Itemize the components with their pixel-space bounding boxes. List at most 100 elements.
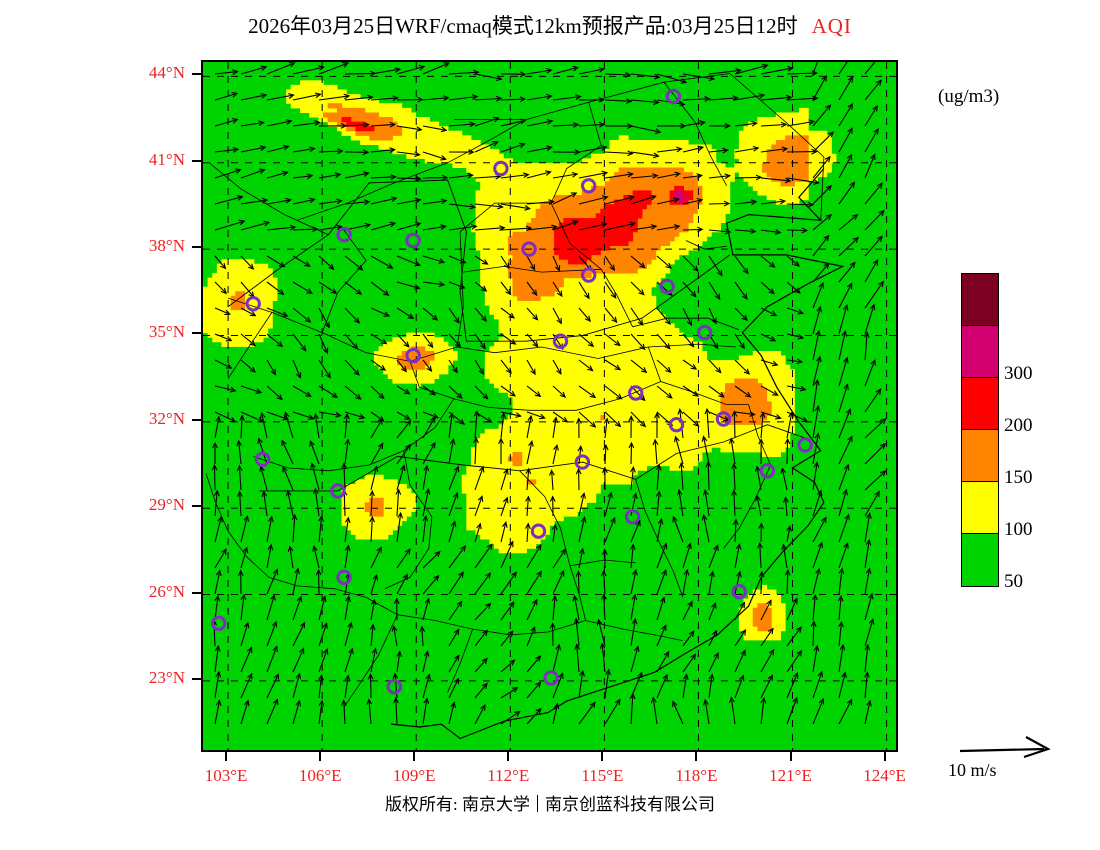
wind-arrow-icon [240,333,256,347]
wind-arrow-icon [396,650,403,673]
city-circle-marker[interactable] [386,679,403,695]
city-circle-marker[interactable] [759,463,776,479]
wind-arrow-icon [729,696,736,725]
wind-arrow-icon [630,465,636,491]
city-circle-marker[interactable] [336,227,352,243]
wind-arrow-icon [500,142,526,153]
wind-arrow-icon [734,174,763,181]
wind-arrow-icon [240,514,250,543]
city-circle-marker[interactable] [530,523,547,539]
city-circle-marker[interactable] [543,670,559,686]
city-circle-marker[interactable] [731,584,747,600]
wind-arrow-icon [630,617,638,647]
wind-arrow-icon [500,203,531,211]
wind-arrow-icon [396,333,410,348]
city-circle-marker[interactable] [581,178,597,194]
wind-arrow-icon [682,95,711,102]
city-circle-marker[interactable] [628,385,644,401]
x-axis-tick [225,752,228,761]
wind-arrow-icon [604,72,632,78]
wind-arrow-icon [422,488,431,517]
wind-arrow-icon [734,333,745,350]
wind-arrow-icon [552,643,562,673]
city-circle-marker[interactable] [405,347,421,364]
city-circle-marker[interactable] [624,509,641,525]
wind-arrow-icon [525,467,532,491]
title-main-text: 2026年03月25日WRF/cmaq模式12km预报产品:03月25日12时 [248,14,798,38]
wind-arrow-icon [759,411,766,439]
wind-arrow-icon [552,192,578,205]
wind-arrow-icon [864,512,872,543]
wind-arrow-icon [498,437,504,464]
footer-left-text: 版权所有: 南京大学 [385,795,530,814]
city-circle-marker[interactable] [715,411,732,427]
wind-arrow-icon [526,307,539,321]
wind-arrow-icon [474,682,488,699]
wind-arrow-icon [344,516,351,543]
wind-arrow-icon [652,438,659,465]
wind-arrow-icon [282,465,294,491]
border-line [647,346,749,406]
wind-arrow-icon [344,171,370,179]
wind-arrow-icon [702,488,710,517]
border-line [296,119,527,221]
wind-arrow-icon [526,93,553,101]
city-circle-marker[interactable] [697,324,713,341]
city-circle-marker[interactable] [581,267,597,283]
wind-arrow-icon [864,418,887,439]
wind-arrow-icon [838,76,854,101]
city-circle-marker[interactable] [405,232,421,249]
wind-arrow-icon [784,437,791,465]
wind-arrow-icon [370,359,387,371]
wind-arrow-icon [448,94,479,101]
wind-arrow-icon [708,602,717,621]
wind-arrow-icon [656,255,672,269]
wind-arrow-icon [708,652,719,673]
wind-arrow-icon [214,168,242,179]
wind-arrow-icon [838,408,852,439]
city-circle-marker[interactable] [574,454,591,470]
wind-arrow-icon [578,385,597,399]
colorbar-band [962,378,998,430]
wind-arrow-icon [708,359,722,374]
city-circle-marker[interactable] [330,483,346,499]
wind-arrow-icon [601,593,607,621]
aqi-concentration-field [203,80,837,641]
wind-arrow-icon [786,307,805,315]
wind-arrow-icon [578,170,609,179]
city-circle-marker[interactable] [521,241,537,257]
wind-arrow-icon [344,307,361,324]
wind-arrow-icon [552,416,559,439]
city-circle-marker[interactable] [493,160,509,177]
city-circle-marker[interactable] [665,88,682,105]
wind-arrow-icon [287,545,294,569]
city-circle-marker[interactable] [254,451,271,467]
wind-arrow-icon [604,98,633,105]
wind-arrow-icon [656,359,672,373]
wind-arrow-icon [573,617,580,647]
wind-arrow-icon [812,234,830,257]
map-plot-area[interactable] [201,60,898,752]
city-circle-marker[interactable] [336,569,352,585]
wind-arrow-icon [240,220,271,231]
wind-arrow-icon [628,441,635,465]
wind-arrow-icon [292,255,311,267]
wind-arrow-icon [500,71,527,78]
wind-arrow-icon [552,443,559,465]
city-circle-marker[interactable] [797,437,813,453]
aqi-colorbar[interactable] [961,273,999,587]
city-circle-marker[interactable] [659,278,675,295]
wind-arrow-icon [838,488,848,517]
wind-arrow-icon [240,120,265,127]
wind-arrow-icon [526,224,558,231]
city-circle-marker[interactable] [668,417,685,433]
wind-arrow-icon [786,227,809,234]
wind-arrow-icon [864,443,887,465]
city-circle-marker[interactable] [245,296,261,312]
wind-arrow-icon [214,411,237,423]
city-circle-marker[interactable] [211,615,227,631]
wind-arrow-icon [838,463,850,491]
city-markers [211,88,813,695]
wind-arrow-icon [266,197,292,205]
city-circle-marker[interactable] [552,333,569,349]
